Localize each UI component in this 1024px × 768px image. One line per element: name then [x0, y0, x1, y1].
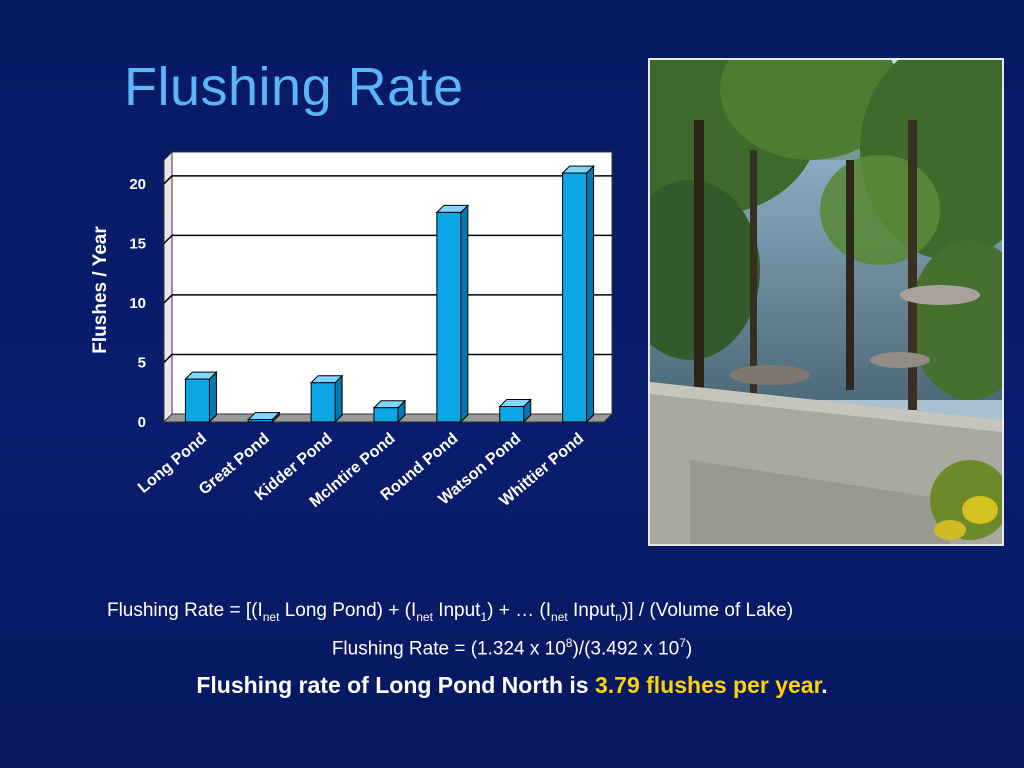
bar-long-pond [184, 370, 218, 424]
bar-front [436, 211, 462, 423]
bar-round-pond [435, 204, 470, 424]
plot-frame [162, 150, 614, 424]
bar-kidder-pond [309, 374, 344, 424]
gridline-side [163, 234, 173, 244]
formula-subscript: n [615, 609, 622, 624]
slide-title: Flushing Rate [124, 57, 464, 117]
lake-shore-photo-image [650, 60, 1002, 544]
formula-subscript: net [551, 609, 568, 624]
formula-text: )/(3.492 x 10 [572, 638, 680, 660]
bar-front [499, 406, 525, 423]
formula-definition: Flushing Rate = [(Inet Long Pond) + (Ine… [0, 600, 962, 624]
formula-subscript: net [416, 609, 433, 624]
gridline-side [163, 294, 173, 304]
y-tick-label: 0 [138, 414, 146, 431]
formula-calculation: Flushing Rate = (1.324 x 108)/(3.492 x 1… [0, 636, 1024, 660]
conclusion-highlight: 3.79 flushes per year [594, 672, 822, 698]
plot-back-wall [171, 151, 613, 415]
formula-text: Input [567, 600, 616, 621]
formula-text: Input [432, 600, 481, 621]
bar-side [208, 370, 217, 424]
bar-great-pond [247, 411, 281, 424]
bar-front [373, 407, 399, 423]
gridline-side [163, 175, 173, 185]
formula-exponent: 8 [565, 636, 573, 650]
bar-side [460, 204, 469, 424]
formula-text: )] / (Volume of Lake) [621, 600, 794, 621]
plot-side-wall [163, 150, 173, 424]
y-tick-label: 10 [129, 295, 146, 312]
formula-text: Long Pond) + (I [279, 600, 417, 621]
y-axis-ticks: 0 5 10 15 20 [129, 176, 146, 431]
formula-exponent: 7 [679, 636, 686, 650]
formula-text: Flushing Rate = [(I [106, 600, 263, 621]
conclusion-period: . [821, 672, 828, 698]
conclusion-statement: Flushing rate of Long Pond North is 3.79… [0, 672, 1024, 699]
bar-front [247, 419, 273, 423]
gridline-side [163, 353, 173, 363]
formula-text: ) + … (I [487, 600, 552, 621]
bar-front [310, 382, 336, 423]
bar-front [184, 378, 210, 423]
lake-shore-photo [648, 58, 1004, 546]
bars [184, 164, 595, 424]
formula-text: Flushing Rate = (1.324 x 10 [331, 638, 566, 660]
formula-subscript: net [262, 609, 280, 624]
bar-mcintire-pond [372, 399, 407, 424]
y-tick-label: 20 [129, 176, 146, 193]
conclusion-text: Flushing rate of Long Pond North is [196, 672, 595, 698]
bar-side [586, 164, 595, 424]
bar-side [334, 374, 343, 424]
bar-watson-pond [498, 398, 532, 424]
formula-text: ) [685, 638, 693, 660]
bar-whittier-pond [561, 164, 595, 424]
y-axis-label: Flushes / Year [90, 226, 111, 354]
gridlines [163, 175, 612, 363]
bar-front [562, 172, 588, 423]
formula-subscript: 1 [480, 609, 488, 624]
y-tick-label: 5 [138, 354, 146, 371]
y-tick-label: 15 [129, 235, 146, 252]
